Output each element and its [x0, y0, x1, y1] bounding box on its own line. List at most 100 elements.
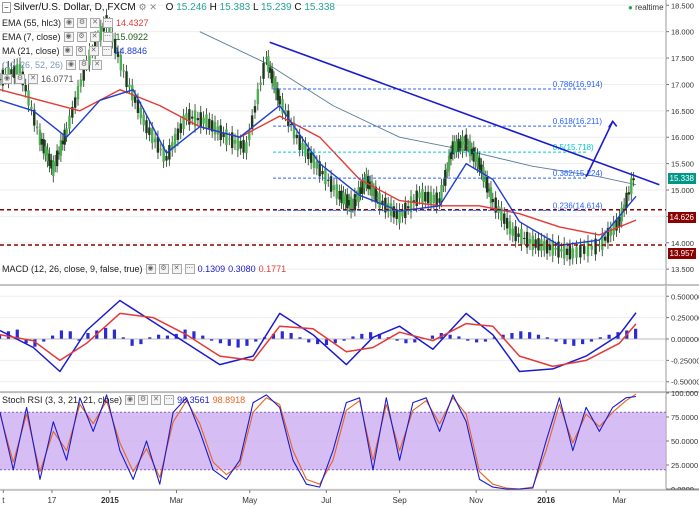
settings-icon[interactable]: ⚙	[138, 395, 149, 405]
eye-icon[interactable]: ◉	[125, 395, 136, 405]
macd-histogram-bar	[413, 339, 417, 343]
settings-icon[interactable]: ⚙	[138, 2, 147, 12]
candle-body	[378, 192, 381, 209]
candle-body	[347, 200, 351, 206]
series-line	[0, 89, 637, 247]
candle-body	[508, 221, 512, 235]
macd-histogram-bar	[15, 329, 19, 339]
settings-icon[interactable]: ⚙	[79, 60, 90, 70]
series-line	[0, 394, 637, 490]
candle-body	[421, 189, 424, 203]
y-tick-label: 15.000	[671, 186, 694, 195]
candle-body	[332, 185, 336, 191]
macd-header[interactable]: MACD (12, 26, close, 9, false, true) ◉ ⚙…	[2, 264, 286, 274]
candle-body	[485, 176, 489, 193]
candle-body	[335, 184, 339, 199]
candle-body	[270, 69, 274, 84]
price-pane[interactable]: 18.500 18.000 17.500 17.000 16.500 16.000 15.5…	[0, 0, 699, 286]
candle-body	[327, 179, 330, 181]
candle-body	[459, 141, 462, 149]
eye-icon[interactable]: ◉	[2, 74, 12, 84]
settings-icon[interactable]: ⚙	[77, 18, 88, 28]
candle-body	[500, 207, 503, 221]
candle-body	[517, 233, 520, 237]
close-icon[interactable]: ✕	[28, 74, 38, 84]
close-value: 15.338	[304, 2, 335, 13]
more-icon[interactable]: ⋯	[164, 395, 175, 405]
settings-icon[interactable]: ⚙	[158, 264, 169, 274]
candle-body	[594, 238, 597, 255]
candle-body	[447, 155, 451, 171]
more-icon[interactable]: ⋯	[184, 264, 195, 274]
macd-histogram-bar	[201, 335, 205, 339]
candle-body	[463, 141, 466, 145]
candle-body	[534, 239, 537, 248]
candle-body	[340, 190, 343, 203]
macd-histogram-bar	[218, 339, 223, 344]
candle-body	[372, 189, 376, 194]
collapse-icon[interactable]: −	[2, 2, 11, 13]
close-icon[interactable]: ✕	[92, 60, 103, 70]
close-icon[interactable]: ✕	[90, 18, 101, 28]
candle-body	[245, 142, 248, 154]
candle-body	[42, 139, 45, 154]
macd-histogram-bar	[430, 335, 435, 339]
candle-body	[259, 82, 262, 85]
candle-body	[193, 110, 197, 127]
macd-histogram-bar	[634, 328, 638, 339]
candle-body	[557, 241, 560, 258]
eye-icon[interactable]: ◉	[64, 18, 75, 28]
candle-body	[233, 139, 237, 144]
close-icon[interactable]: ✕	[171, 264, 182, 274]
eye-icon[interactable]: ◉	[63, 32, 74, 42]
settings-icon[interactable]: ⚙	[15, 74, 25, 84]
candle-body	[451, 141, 455, 155]
candle-body	[582, 246, 586, 254]
candle-body	[560, 249, 563, 252]
close-icon[interactable]: ✕	[151, 395, 162, 405]
more-icon[interactable]: ⋯	[101, 46, 112, 56]
candle-body	[342, 192, 345, 205]
candle-body	[505, 217, 509, 229]
more-icon[interactable]: ⋯	[103, 18, 114, 28]
macd-histogram-bar	[448, 334, 452, 339]
close-icon[interactable]: ✕	[88, 46, 99, 56]
candle-body	[445, 168, 449, 173]
candle-body	[165, 156, 168, 161]
candle-body	[494, 197, 497, 213]
candle-body	[53, 161, 57, 166]
indicator-row[interactable]: EMA (7, close) ◉ ⚙ ✕ ⋯ 15.0922	[2, 32, 148, 42]
candle-body	[68, 115, 71, 129]
indicator-row[interactable]: EMA (55, hlc3) ◉ ⚙ ✕ ⋯ 14.4327	[2, 18, 149, 28]
candle-body	[474, 153, 477, 163]
eye-icon[interactable]: ◉	[66, 60, 77, 70]
stoch-header[interactable]: Stoch RSI (3, 3, 21, 21, close) ◉ ⚙ ✕ ⋯ …	[2, 395, 245, 405]
more-icon[interactable]: ⋯	[102, 32, 113, 42]
indicator-row[interactable]: ◉ ⚙ ✕ 16.0771	[2, 74, 74, 84]
eye-icon[interactable]: ◉	[145, 264, 156, 274]
settings-icon[interactable]: ⚙	[75, 46, 86, 56]
eye-icon[interactable]: ◉	[62, 46, 73, 56]
settings-icon[interactable]: ⚙	[76, 32, 87, 42]
close-icon[interactable]: ✕	[149, 2, 157, 12]
candle-body	[349, 196, 353, 213]
high-value: 15.383	[219, 2, 251, 13]
close-icon[interactable]: ✕	[89, 32, 100, 42]
candle-body	[52, 161, 55, 177]
y-tick-label: 14.000	[671, 239, 694, 248]
candle-body	[503, 213, 506, 224]
indicator-row[interactable]: MA (21, close) ◉ ⚙ ✕ ⋯ 14.8846	[2, 46, 147, 56]
series-line	[0, 312, 637, 368]
candle-body	[304, 143, 307, 157]
candle-body	[590, 245, 593, 250]
candle-body	[35, 126, 39, 129]
candle-body	[466, 144, 470, 147]
candle-body	[213, 121, 217, 135]
time-axis[interactable]: t 17 2015 Mar May Jul Sep Nov 2016 Mar	[0, 489, 699, 508]
macd-histogram-bar	[254, 339, 258, 342]
candle-body	[630, 178, 633, 195]
indicator-row[interactable]: (10, 26, 52, 26) ◉ ⚙ ✕	[2, 60, 103, 70]
